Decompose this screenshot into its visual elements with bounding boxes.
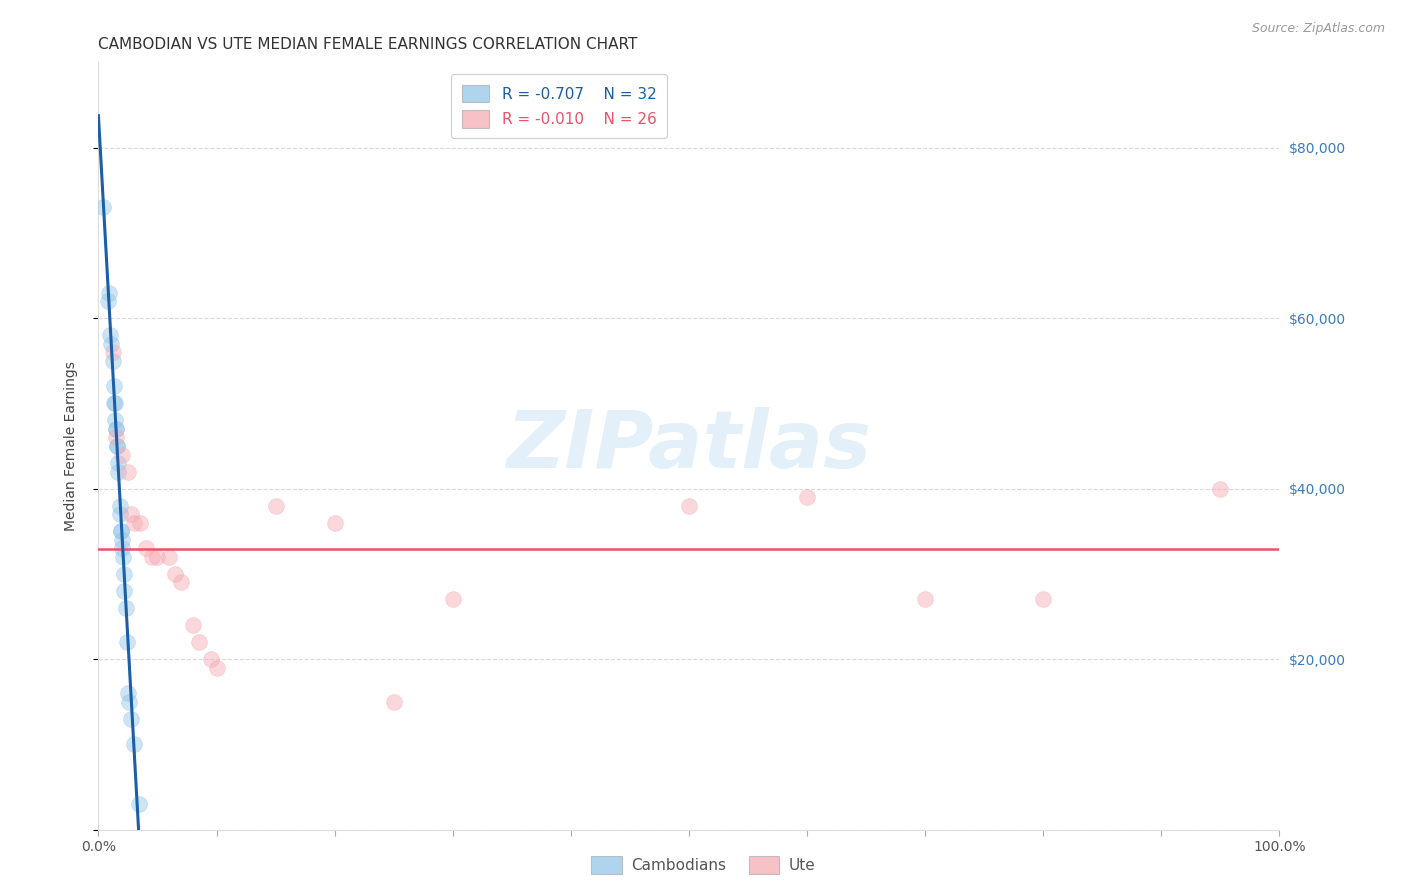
Point (105, 439, 128, 453)
Point (107, 465, 129, 479)
Point (914, 592, 936, 607)
Point (105, 422, 128, 436)
Point (678, 499, 700, 513)
Y-axis label: Median Female Earnings: Median Female Earnings (63, 361, 77, 531)
Point (97, 294, 120, 309)
Point (101, 345, 124, 359)
Point (117, 686, 139, 700)
Text: CAMBODIAN VS UTE MEDIAN FEMALE EARNINGS CORRELATION CHART: CAMBODIAN VS UTE MEDIAN FEMALE EARNINGS … (98, 37, 638, 52)
Point (323, 516, 346, 530)
Point (103, 379, 125, 393)
Point (114, 601, 136, 615)
Point (112, 549, 135, 564)
Point (100, 336, 122, 351)
Point (111, 541, 134, 556)
Point (104, 396, 127, 410)
Point (107, 456, 129, 470)
Point (122, 737, 145, 751)
Point (112, 566, 135, 581)
Point (111, 533, 134, 547)
Point (98, 285, 121, 300)
Point (796, 490, 818, 504)
Point (1209, 482, 1232, 496)
Point (441, 592, 464, 607)
Point (146, 549, 169, 564)
Point (382, 695, 405, 709)
Point (111, 448, 134, 462)
Point (121, 712, 143, 726)
Point (128, 797, 150, 811)
Point (103, 396, 125, 410)
Point (105, 430, 128, 444)
Legend: Cambodians, Ute: Cambodians, Ute (585, 850, 821, 880)
Point (1032, 592, 1054, 607)
Point (128, 516, 150, 530)
Point (264, 499, 287, 513)
Text: Source: ZipAtlas.com: Source: ZipAtlas.com (1251, 22, 1385, 36)
Point (115, 635, 138, 649)
Point (122, 516, 145, 530)
Point (117, 465, 139, 479)
Point (91, 200, 114, 214)
Point (110, 524, 132, 539)
Legend: R = -0.707    N = 32, R = -0.010    N = 26: R = -0.707 N = 32, R = -0.010 N = 26 (451, 74, 666, 138)
Point (141, 549, 163, 564)
Point (135, 541, 157, 556)
Point (104, 413, 127, 427)
Point (105, 422, 128, 436)
Point (101, 353, 124, 368)
Point (105, 439, 128, 453)
Text: ZIPatlas: ZIPatlas (506, 407, 872, 485)
Point (187, 635, 209, 649)
Point (200, 652, 222, 666)
Point (165, 566, 187, 581)
Point (108, 499, 131, 513)
Point (118, 695, 141, 709)
Point (110, 524, 132, 539)
Point (205, 660, 228, 674)
Point (112, 583, 135, 598)
Point (157, 549, 180, 564)
Point (181, 618, 204, 632)
Point (121, 507, 143, 521)
Point (170, 575, 193, 590)
Point (98, 328, 121, 343)
Point (108, 507, 131, 521)
